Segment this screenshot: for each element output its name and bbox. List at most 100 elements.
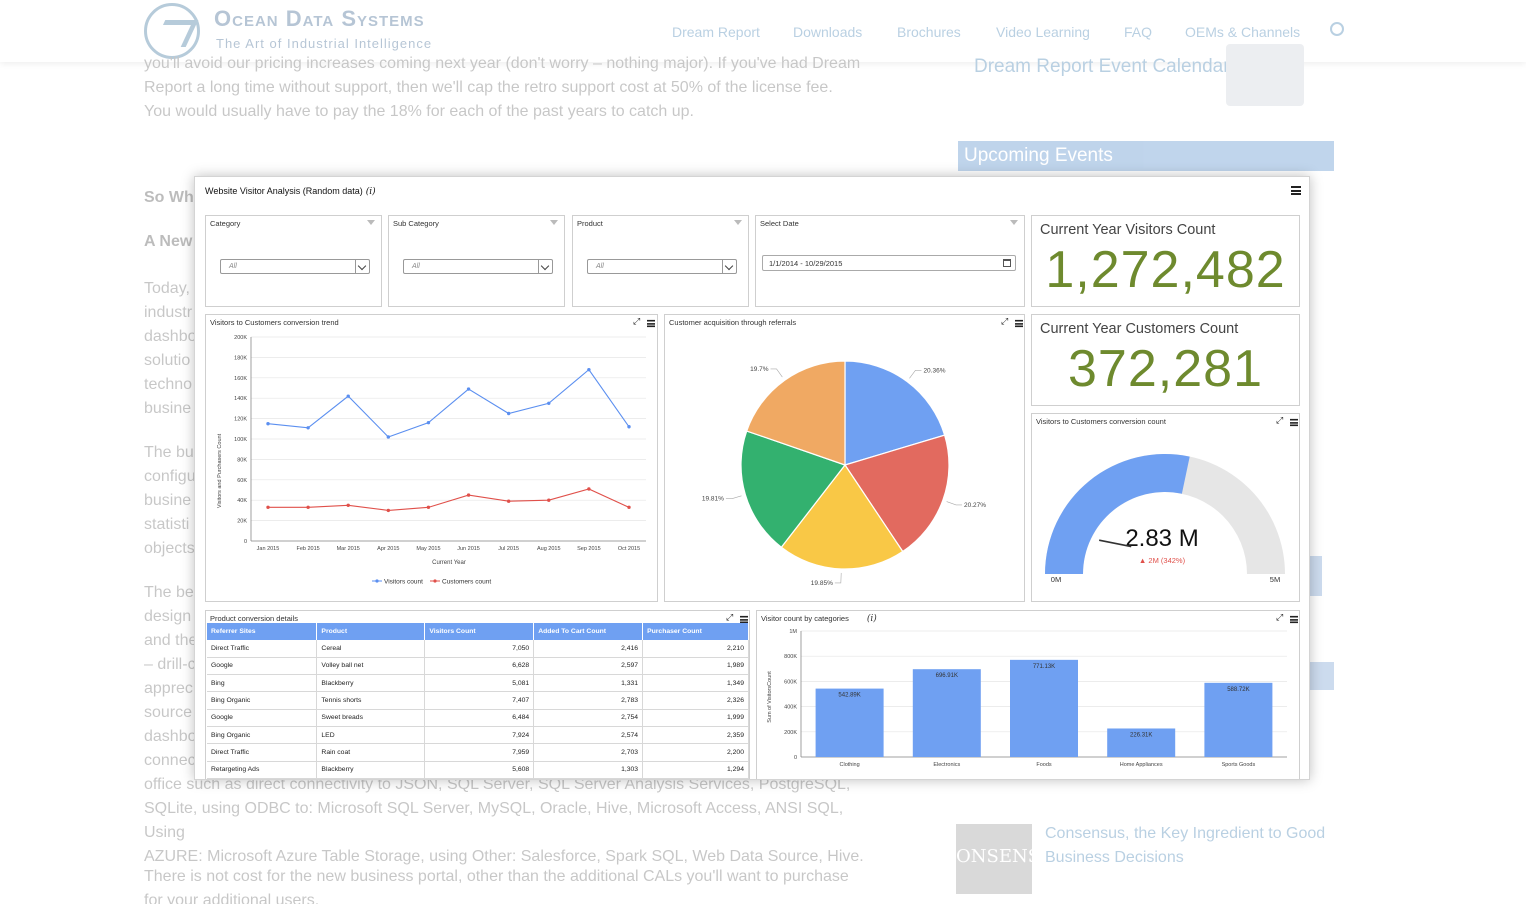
- nav-faq[interactable]: FAQ: [1124, 24, 1153, 40]
- table-cell: 7,924: [424, 726, 535, 745]
- nav-brochures[interactable]: Brochures: [897, 24, 961, 40]
- col-product[interactable]: Product: [316, 623, 426, 640]
- data-point[interactable]: [587, 367, 591, 372]
- col-referrer-sites[interactable]: Referrer Sites: [207, 623, 318, 640]
- x-tick-label: Electronics: [933, 762, 960, 768]
- pie-slice[interactable]: [745, 360, 846, 466]
- calendar-icon[interactable]: [1226, 44, 1304, 106]
- dashboard-menu-icon[interactable]: [1291, 186, 1301, 195]
- data-point[interactable]: [346, 394, 350, 398]
- col-purchaser-count[interactable]: Purchaser Count: [642, 623, 749, 640]
- table-cell: Direct Traffic: [207, 743, 318, 762]
- expand-icon[interactable]: ⤢: [726, 612, 734, 622]
- table-row[interactable]: Retargeting Ads Blackberry 5,608 1,303 1,294: [207, 761, 749, 779]
- filter-category-label: Category: [210, 219, 241, 228]
- chevron-down-icon[interactable]: [538, 260, 552, 273]
- pie-label-leader: [909, 370, 922, 379]
- data-point[interactable]: [506, 499, 511, 503]
- data-point[interactable]: [466, 387, 471, 391]
- x-tick-label: Apr 2015: [377, 546, 399, 552]
- intro-paragraph: you'll avoid our pricing increases comin…: [144, 55, 861, 120]
- data-point[interactable]: [266, 505, 270, 510]
- data-point[interactable]: [306, 426, 310, 430]
- chevron-down-icon[interactable]: [722, 260, 736, 273]
- bar[interactable]: [1010, 659, 1078, 757]
- ocean-logo-icon[interactable]: [144, 3, 200, 59]
- expand-icon[interactable]: ⤢: [1276, 612, 1284, 622]
- info-icon[interactable]: (i): [365, 187, 376, 197]
- date-range-input[interactable]: 1/1/2014 - 10/29/2015: [762, 255, 1016, 271]
- pie-slice[interactable]: [780, 463, 904, 570]
- table-row[interactable]: Bing Organic Tennis shorts 7,407 2,783 2,326: [207, 691, 749, 710]
- col-added-to-cart[interactable]: Added To Cart Count: [533, 623, 644, 640]
- product-select[interactable]: All: [587, 259, 737, 274]
- table-cell: Google: [207, 657, 318, 676]
- panel-menu-icon[interactable]: [1290, 418, 1298, 427]
- nav-video-learning[interactable]: Video Learning: [996, 24, 1090, 40]
- data-point[interactable]: [627, 425, 631, 429]
- data-point[interactable]: [426, 420, 431, 425]
- nav-downloads[interactable]: Downloads: [793, 24, 863, 40]
- table-row[interactable]: Google Sweet breads 6,484 2,754 1,999: [207, 709, 749, 727]
- consensus-article-thumbnail[interactable]: ONSENSU: [956, 824, 1055, 894]
- pie-slice[interactable]: [740, 430, 846, 549]
- bar[interactable]: [912, 669, 981, 757]
- search-icon[interactable]: [1330, 22, 1344, 36]
- data-point[interactable]: [466, 493, 471, 497]
- pie-slice[interactable]: [844, 434, 950, 553]
- panel-menu-icon[interactable]: [647, 319, 655, 328]
- nav-dream-report[interactable]: Dream Report: [672, 24, 760, 40]
- category-select[interactable]: All: [220, 259, 370, 274]
- table-row[interactable]: Bing Organic LED 7,924 2,574 2,359: [207, 726, 749, 745]
- info-icon[interactable]: (i): [866, 614, 877, 624]
- chevron-down-icon[interactable]: [355, 260, 369, 273]
- event-calendar-link[interactable]: Dream Report Event Calendar: [974, 56, 1230, 77]
- gauge-chart: 2.83 M ▲ 2M (342%) 0M 5M: [1045, 454, 1285, 584]
- filter-sub-category: Sub Category All: [388, 215, 565, 307]
- nav-oems-channels[interactable]: OEMs & Channels: [1185, 24, 1301, 40]
- data-point[interactable]: [306, 505, 310, 510]
- table-row[interactable]: Direct Traffic Rain coat 7,959 2,703 2,200: [207, 743, 749, 762]
- x-tick-label: Sep 2015: [577, 546, 601, 552]
- table-row[interactable]: Direct Traffic Cereal 7,050 2,416 2,210: [207, 640, 749, 658]
- data-point[interactable]: [627, 505, 631, 510]
- data-point[interactable]: [386, 508, 391, 513]
- filter-icon[interactable]: [734, 220, 742, 225]
- series-line-visitors: [267, 368, 630, 438]
- pie-chart-panel: Customer acquisition through referrals ⤢…: [664, 314, 1025, 602]
- panel-menu-icon[interactable]: [740, 615, 748, 624]
- bar[interactable]: [815, 688, 884, 757]
- panel-menu-icon[interactable]: [1290, 615, 1298, 624]
- table-row[interactable]: Bing Blackberry 5,081 1,331 1,349: [207, 674, 749, 693]
- bar[interactable]: [1107, 728, 1176, 757]
- data-point[interactable]: [386, 435, 391, 439]
- x-tick-label: Jan 2015: [257, 546, 280, 552]
- filter-icon[interactable]: [550, 220, 558, 225]
- data-point[interactable]: [266, 422, 270, 426]
- data-point[interactable]: [547, 401, 551, 405]
- site-brand[interactable]: Ocean Data Systems: [214, 6, 425, 31]
- pie-slice[interactable]: [844, 360, 946, 466]
- data-point[interactable]: [346, 503, 350, 507]
- expand-icon[interactable]: ⤢: [633, 316, 641, 326]
- calendar-icon[interactable]: [1003, 259, 1011, 267]
- data-point[interactable]: [426, 505, 431, 510]
- filter-icon[interactable]: [367, 220, 375, 225]
- gauge-value-label: 2.83 M: [1125, 525, 1198, 552]
- table-row[interactable]: Google Volley ball net 6,628 2,597 1,989: [207, 657, 749, 676]
- sub-category-select[interactable]: All: [403, 259, 553, 274]
- data-point[interactable]: [547, 498, 551, 502]
- expand-icon[interactable]: ⤢: [1276, 415, 1284, 425]
- col-visitors-count[interactable]: Visitors Count: [424, 623, 535, 640]
- expand-icon[interactable]: ⤢: [1001, 316, 1009, 326]
- legend-visitors-label[interactable]: Visitors count: [384, 579, 423, 586]
- data-point[interactable]: [506, 411, 511, 416]
- filter-icon[interactable]: [1010, 220, 1018, 225]
- bar[interactable]: [1204, 682, 1273, 757]
- legend-customers-label[interactable]: Customers count: [442, 579, 491, 586]
- consensus-article-link[interactable]: Consensus, the Key Ingredient to Good Bu…: [1045, 825, 1326, 866]
- table-cell: 2,326: [642, 691, 749, 710]
- panel-menu-icon[interactable]: [1015, 319, 1023, 328]
- data-point[interactable]: [587, 487, 591, 491]
